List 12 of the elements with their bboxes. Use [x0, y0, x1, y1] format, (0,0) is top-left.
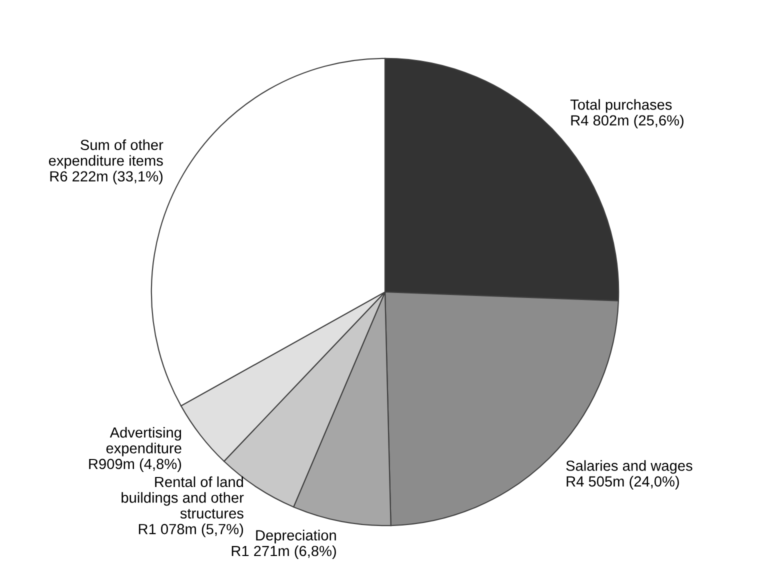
slice-label: Total purchases — [570, 99, 672, 113]
data-label: R909m (4,8%) — [89, 458, 182, 472]
slice-label: Salaries and wages — [566, 460, 692, 474]
slice-label: Advertising expenditure — [106, 426, 182, 456]
data-label: R1 078m (5,7%) — [138, 524, 244, 538]
data-label: R4 505m (24,0%) — [566, 476, 679, 490]
data-label: R1 271m (6,8%) — [232, 545, 336, 560]
data-label: R4 802m (25,6%) — [571, 114, 684, 128]
slice-label: Depreciation — [256, 530, 336, 544]
slice-label: Sum of other expenditure items — [48, 139, 164, 169]
data-label: R6 222m (33,1%) — [50, 170, 163, 184]
slice-label: Rental of land buildings and other structures — [122, 476, 244, 519]
